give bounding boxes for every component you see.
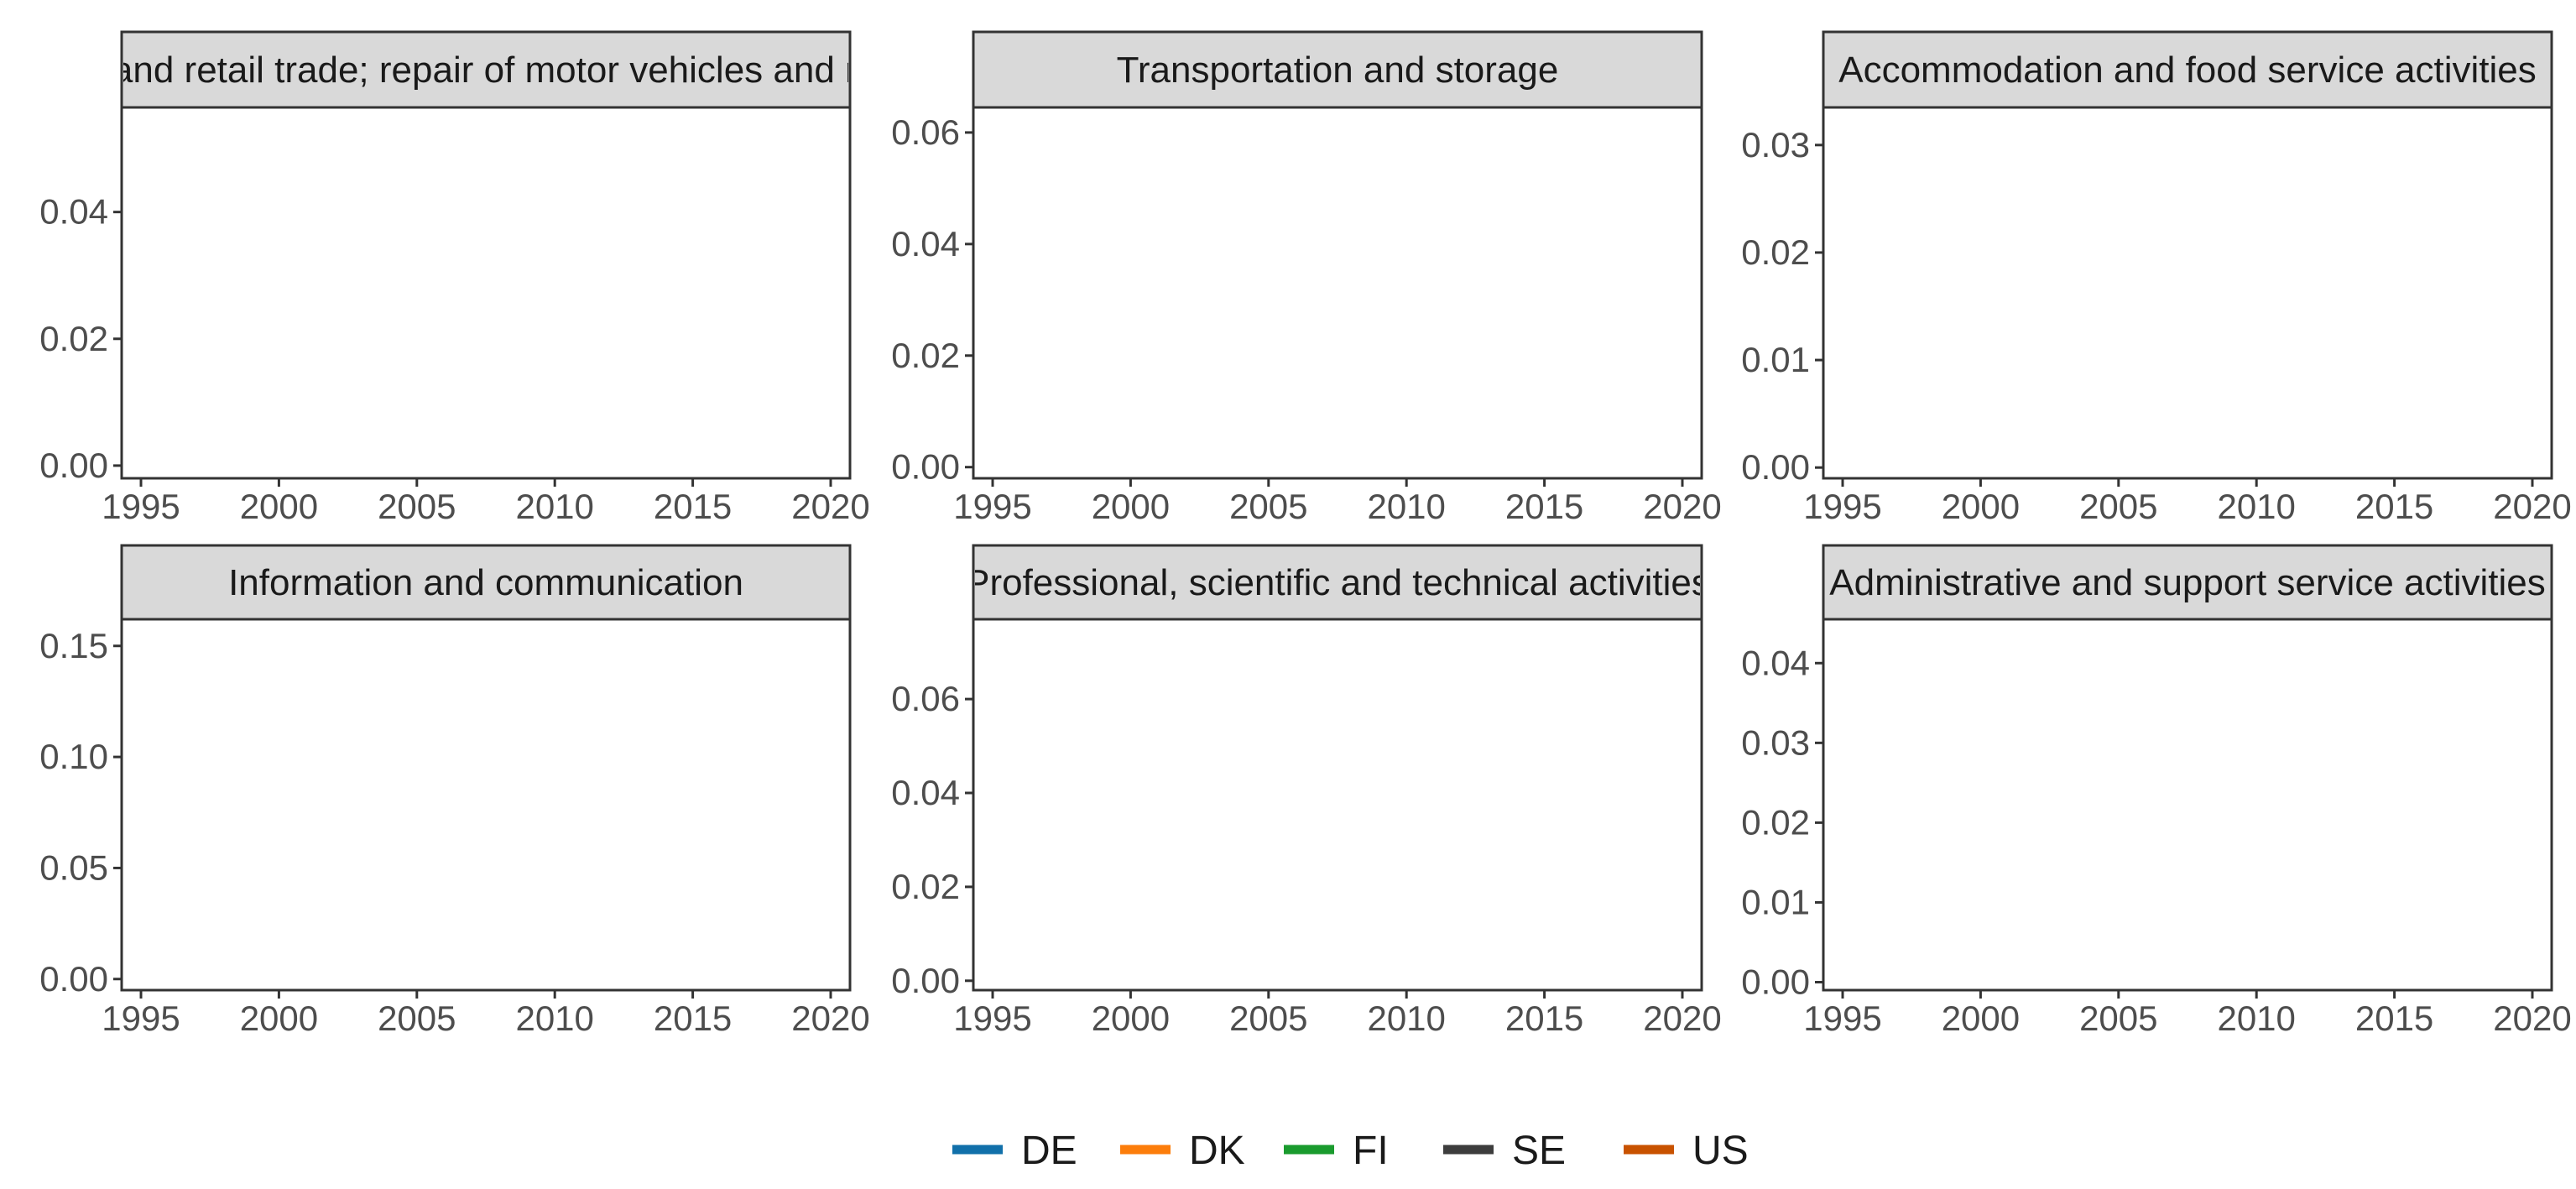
facet-strip	[1822, 30, 2553, 109]
y-tick-label: 0.00	[39, 959, 108, 999]
y-tick-label: 0.05	[39, 847, 108, 887]
x-tick-label: 2015	[654, 999, 732, 1038]
x-tick-label: 2005	[378, 999, 456, 1038]
facet-strip	[972, 544, 1703, 621]
legend-label: US	[1692, 1129, 1749, 1173]
x-tick-label: 2020	[1643, 999, 1721, 1038]
x-tick-label: 2005	[2079, 999, 2157, 1038]
facet-title: Administrative and support service activ…	[1829, 562, 2545, 603]
x-tick-label: 2000	[1092, 487, 1170, 526]
x-tick-label: 2015	[654, 487, 732, 526]
y-tick-label: 0.02	[1741, 802, 1810, 842]
x-tick-label: 2000	[240, 999, 318, 1038]
x-tick-label: 2000	[240, 487, 318, 526]
x-tick-label: 2010	[2217, 487, 2295, 526]
y-tick-label: 0.04	[891, 773, 960, 812]
legend: DE DK FI SE US	[952, 1129, 1749, 1173]
y-tick-label: 0.03	[1741, 722, 1810, 762]
facet-panel: Accommodation and food service activitie…	[1741, 30, 2572, 526]
facet-panel: Information and communication 1995 2000 200…	[39, 544, 870, 1038]
y-tick-label: 0.04	[891, 224, 960, 263]
panel-border	[1822, 106, 2553, 480]
x-tick-label: 1995	[953, 487, 1031, 526]
facet-panel: Professional, scientific and technical a…	[891, 544, 1722, 1038]
y-tick-label: 0.00	[1741, 962, 1810, 1001]
x-tick-label: 1995	[953, 999, 1031, 1038]
panel-border	[120, 618, 852, 992]
legend-label: FI	[1353, 1129, 1389, 1173]
panel-border	[972, 618, 1703, 992]
facet-strip	[120, 30, 852, 109]
facet-title: Accommodation and food service activitie…	[1838, 50, 2537, 91]
legend-item-se: SE	[1443, 1129, 1566, 1173]
x-tick-label: 2010	[1367, 487, 1445, 526]
facet-strip	[972, 30, 1703, 109]
y-tick-label: 0.04	[39, 192, 108, 232]
y-tick-label: 0.00	[39, 446, 108, 485]
y-tick-label: 0.01	[1741, 340, 1810, 379]
y-tick-label: 0.02	[891, 867, 960, 906]
y-tick-label: 0.00	[891, 961, 960, 1000]
x-tick-label: 2020	[791, 487, 869, 526]
x-tick-label: 2015	[2355, 999, 2433, 1038]
x-tick-label: 2020	[2493, 999, 2571, 1038]
legend-label: DK	[1189, 1129, 1245, 1173]
facet-title: Information and communication	[228, 562, 743, 603]
y-tick-label: 0.02	[1741, 232, 1810, 272]
facet-title: Transportation and storage	[1117, 50, 1559, 91]
x-tick-label: 1995	[102, 487, 180, 526]
x-tick-label: 2015	[1505, 487, 1583, 526]
x-tick-label: 2020	[2493, 487, 2571, 526]
x-tick-label: 1995	[102, 999, 180, 1038]
legend-item-de: DE	[952, 1129, 1077, 1173]
x-tick-label: 2005	[1229, 999, 1307, 1038]
x-tick-label: 2005	[378, 487, 456, 526]
facet-strip	[120, 544, 852, 621]
facet-strip	[1822, 544, 2553, 621]
x-tick-label: 2005	[2079, 487, 2157, 526]
y-tick-label: 0.03	[1741, 125, 1810, 164]
x-tick-label: 2005	[1229, 487, 1307, 526]
x-tick-label: 2020	[791, 999, 869, 1038]
legend-item-fi: FI	[1284, 1129, 1389, 1173]
y-tick-label: 0.02	[39, 319, 108, 358]
panel-border	[120, 106, 852, 480]
facet-panel: Wholesale and retail trade; repair of mo…	[0, 30, 1042, 526]
x-tick-label: 2010	[515, 999, 593, 1038]
x-tick-label: 2000	[1092, 999, 1170, 1038]
x-tick-label: 2015	[2355, 487, 2433, 526]
legend-label: SE	[1512, 1129, 1566, 1173]
y-tick-label: 0.04	[1741, 643, 1810, 682]
y-tick-label: 0.15	[39, 626, 108, 665]
y-tick-label: 0.01	[1741, 882, 1810, 921]
x-tick-label: 2000	[1942, 487, 2020, 526]
y-tick-label: 0.00	[891, 447, 960, 487]
facet-panel: Transportation and storage 1995 2000 2005 20…	[891, 30, 1722, 526]
x-tick-label: 2010	[1367, 999, 1445, 1038]
x-tick-label: 2020	[1643, 487, 1721, 526]
legend-label: DE	[1021, 1129, 1077, 1173]
legend-item-dk: DK	[1120, 1129, 1245, 1173]
x-tick-label: 2010	[515, 487, 593, 526]
y-tick-label: 0.02	[891, 336, 960, 375]
facet-title: Wholesale and retail trade; repair of mo…	[0, 50, 1042, 91]
legend-item-us: US	[1624, 1129, 1749, 1173]
y-tick-label: 0.06	[891, 112, 960, 152]
facet-panel: Administrative and support service activ…	[1741, 544, 2572, 1038]
y-tick-label: 0.00	[1741, 447, 1810, 487]
x-tick-label: 1995	[1803, 999, 1881, 1038]
x-tick-label: 2000	[1942, 999, 2020, 1038]
x-tick-label: 2015	[1505, 999, 1583, 1038]
facet-title: Professional, scientific and technical a…	[965, 562, 1710, 603]
panel-border	[1822, 618, 2553, 992]
y-tick-label: 0.06	[891, 679, 960, 718]
panel-border	[972, 106, 1703, 480]
x-tick-label: 1995	[1803, 487, 1881, 526]
y-tick-label: 0.10	[39, 737, 108, 776]
x-tick-label: 2010	[2217, 999, 2295, 1038]
